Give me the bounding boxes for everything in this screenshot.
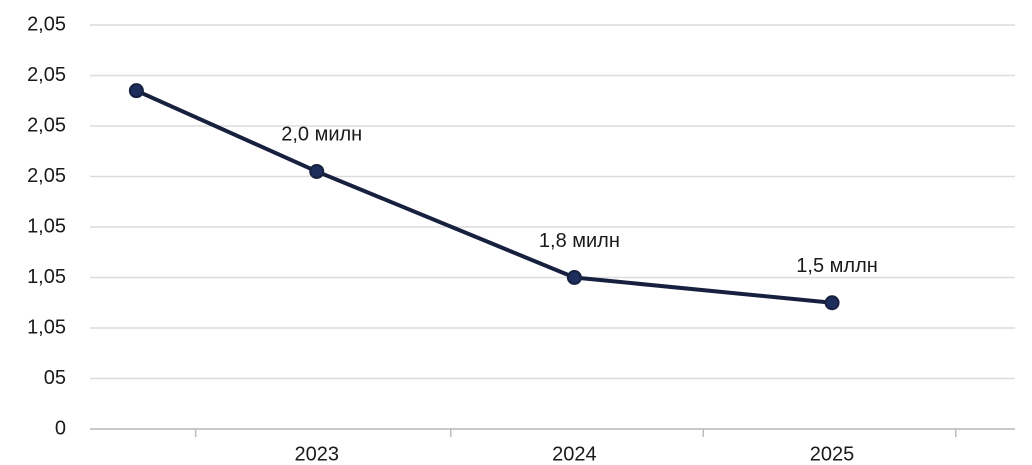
y-tick-label: 0 xyxy=(55,417,66,439)
y-tick-label: 1,05 xyxy=(27,316,66,338)
data-line xyxy=(135,88,833,305)
annotation: 2,0 милн xyxy=(281,124,362,146)
data-point xyxy=(566,270,582,285)
y-tick-label: 2,05 xyxy=(27,13,66,35)
y-tick-label: 05 xyxy=(44,367,66,389)
y-tick-label: 2,05 xyxy=(27,165,66,187)
data-point xyxy=(824,295,840,311)
data-point xyxy=(128,83,144,99)
x-tick-label: 2023 xyxy=(294,443,339,465)
x-tick-label: 2024 xyxy=(552,443,597,465)
annotation: 1,8 милн xyxy=(539,230,620,252)
annotation: 1,5 мллн xyxy=(796,255,878,277)
y-tick-label: 1,05 xyxy=(27,266,66,288)
y-tick-label: 2,05 xyxy=(27,114,66,136)
y-tick-label: 1,05 xyxy=(27,215,66,237)
data-point xyxy=(309,163,325,179)
y-tick-label: 2,05 xyxy=(27,64,66,86)
x-tick-label: 2025 xyxy=(810,443,855,465)
